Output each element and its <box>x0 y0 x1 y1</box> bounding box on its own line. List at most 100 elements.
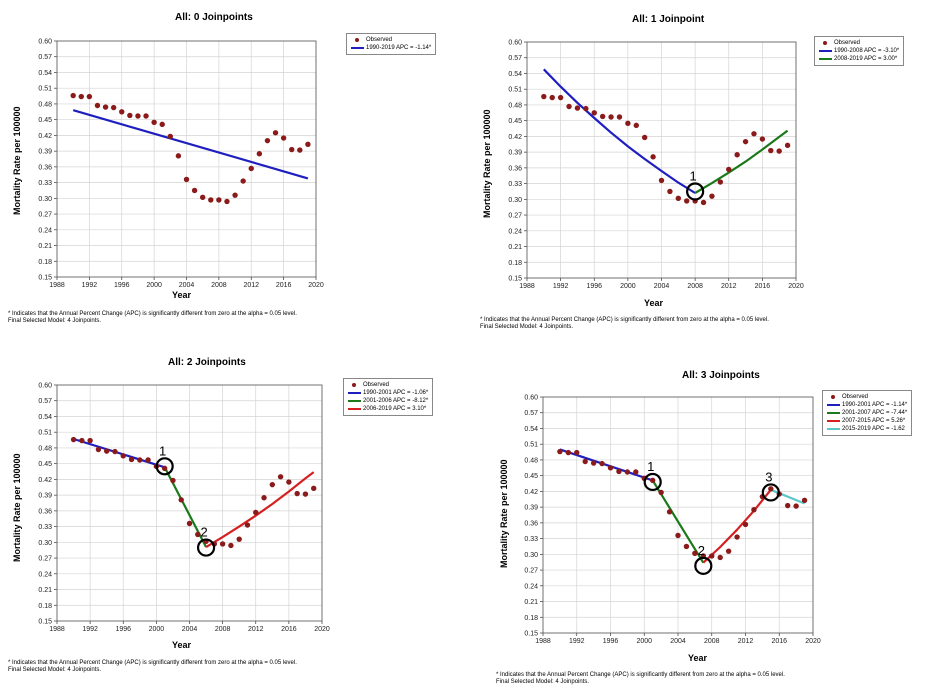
footnote-line: Final Selected Model: 4 Joinpoints. <box>496 679 590 685</box>
observed-point <box>94 102 101 109</box>
observed-point <box>599 460 605 467</box>
observed-point <box>616 114 623 120</box>
observed-point <box>119 109 125 115</box>
observed-point <box>195 531 201 538</box>
observed-point <box>137 457 143 463</box>
x-tick-label: 2012 <box>248 626 264 633</box>
y-tick-label: 0.60 <box>38 39 52 46</box>
legend-label: 1990-2001 APC = -1.06* <box>363 390 429 396</box>
observed-point <box>167 133 174 140</box>
y-tick-label: 0.33 <box>38 180 52 187</box>
legend-item: Observed <box>826 393 907 401</box>
observed-point <box>759 136 766 142</box>
observed-point <box>692 550 698 556</box>
y-tick-label: 0.33 <box>38 524 52 531</box>
observed-point <box>607 465 614 471</box>
observed-point <box>272 130 279 136</box>
y-tick-label: 0.60 <box>508 40 522 47</box>
observed-point <box>264 137 271 144</box>
x-tick-label: 2004 <box>182 626 198 633</box>
observed-point <box>183 176 190 183</box>
legend-item: 2015-2019 APC = -1.62 <box>826 425 907 433</box>
observed-point <box>650 154 656 160</box>
joinpoint-label: 1 <box>647 459 654 474</box>
footnote-line: * Indicates that the Annual Percent Chan… <box>496 672 785 678</box>
x-tick-label: 2012 <box>243 282 259 289</box>
footnote: * Indicates that the Annual Percent Chan… <box>496 672 785 686</box>
x-tick-label: 1992 <box>82 282 98 289</box>
y-tick-label: 0.36 <box>38 164 52 171</box>
y-tick-label: 0.54 <box>38 414 52 421</box>
y-tick-label: 0.54 <box>508 71 522 78</box>
observed-point <box>565 449 572 456</box>
legend-label: 1990-2019 APC = -1.14* <box>366 45 432 51</box>
y-tick-label: 0.48 <box>38 445 52 452</box>
y-tick-label: 0.27 <box>508 213 522 220</box>
observed-point <box>742 521 749 528</box>
chart-title: All: 2 Joinpoints <box>168 357 246 368</box>
observed-point <box>793 503 799 509</box>
observed-point <box>675 195 682 201</box>
x-tick-label: 1996 <box>586 283 602 290</box>
observed-point <box>633 122 639 129</box>
observed-point <box>224 198 230 205</box>
x-tick-label: 2012 <box>721 283 737 290</box>
plot-border <box>542 396 814 634</box>
joinpoint-circle <box>155 457 174 476</box>
y-tick-label: 0.42 <box>38 133 52 140</box>
plot-border <box>56 384 323 622</box>
joinpoint-label: 2 <box>698 543 705 558</box>
y-tick-label: 0.60 <box>524 395 538 402</box>
y-tick-label: 0.57 <box>38 398 52 405</box>
observed-point <box>110 104 117 111</box>
footnote-line: * Indicates that the Annual Percent Chan… <box>480 317 769 323</box>
legend-line-icon <box>347 405 361 413</box>
y-tick-label: 0.27 <box>38 556 52 563</box>
x-axis-label: Year <box>172 640 192 650</box>
observed-point <box>574 449 580 456</box>
y-tick-label: 0.21 <box>524 599 538 606</box>
observed-point <box>280 135 287 141</box>
y-tick-label: 0.30 <box>38 196 52 203</box>
legend: Observed 1990-2001 APC = -1.14* 2001-2007 … <box>822 390 913 436</box>
legend-marker-icon <box>826 393 840 401</box>
legend-label: Observed <box>366 37 393 43</box>
y-tick-label: 0.15 <box>38 275 52 282</box>
observed-point <box>103 448 110 454</box>
y-tick-label: 0.57 <box>38 54 52 61</box>
observed-point <box>135 113 141 119</box>
y-tick-label: 0.36 <box>524 520 538 527</box>
y-tick-label: 0.15 <box>508 276 522 283</box>
y-tick-label: 0.48 <box>38 101 52 108</box>
observed-point <box>302 491 309 497</box>
series-line <box>543 68 696 194</box>
observed-point <box>658 177 665 184</box>
y-tick-label: 0.45 <box>38 461 52 468</box>
legend-item: Observed <box>350 36 431 44</box>
x-tick-label: 2020 <box>788 283 804 290</box>
x-tick-label: 2008 <box>687 283 703 290</box>
observed-point <box>776 148 782 154</box>
legend-line-icon <box>826 401 840 409</box>
y-tick-label: 0.51 <box>38 86 52 93</box>
observed-point <box>127 112 133 119</box>
legend-item: 2001-2006 APC = -8.12* <box>347 397 428 405</box>
legend-line-icon <box>818 55 832 63</box>
observed-point <box>95 446 102 453</box>
observed-point <box>78 93 84 100</box>
observed-point <box>70 92 76 99</box>
y-tick-label: 0.21 <box>508 244 522 251</box>
observed-point <box>709 193 715 199</box>
legend-item: 1990-2001 APC = -1.06* <box>347 389 428 397</box>
y-tick-label: 0.18 <box>38 603 52 610</box>
x-tick-label: 2020 <box>805 638 821 645</box>
x-tick-label: 1996 <box>115 626 131 633</box>
observed-point <box>616 468 622 475</box>
legend-line-icon <box>818 47 832 55</box>
legend-label: Observed <box>834 40 861 46</box>
joinpoint-label: 1 <box>159 443 166 458</box>
observed-point <box>305 141 311 148</box>
observed-point <box>751 507 757 513</box>
observed-point <box>717 179 724 185</box>
